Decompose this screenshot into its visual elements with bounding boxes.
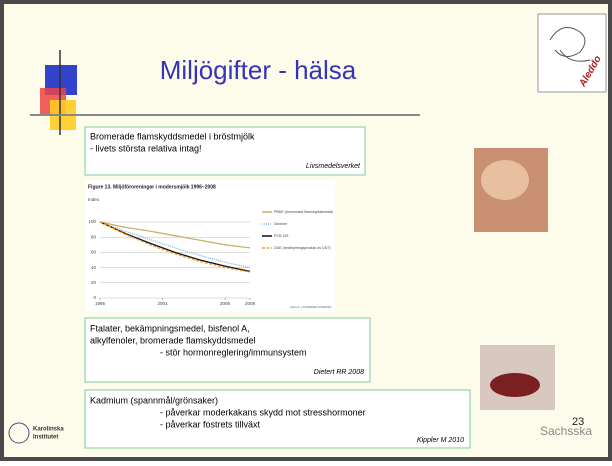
box-line: alkylfenoler, bromerade flamskyddsmedel — [90, 335, 256, 345]
page-number: 23 — [572, 416, 584, 428]
y-tick-label: 40 — [91, 265, 97, 270]
box-line: Ftalater, bekämpningsmedel, bisfenol A, — [90, 323, 250, 333]
x-tick-label: 2006 — [220, 301, 231, 306]
box-source: Dietert RR 2008 — [314, 369, 364, 376]
y-axis-label: Index — [88, 197, 100, 202]
x-tick-label: 2001 — [157, 301, 168, 306]
box-source: Kippler M 2010 — [417, 437, 464, 444]
y-tick-label: 100 — [88, 219, 96, 224]
institution: Institutet — [33, 435, 58, 441]
box-source: Livsmedelsverket — [306, 163, 361, 170]
legend-label: PCB 153 — [274, 234, 288, 238]
hospital: Sachsska — [540, 424, 592, 438]
sketch-logo — [538, 14, 606, 92]
photo-detail — [490, 373, 540, 397]
legend-label: PBDE (bromerade flamskyddsmedel) — [274, 210, 333, 214]
box-line: - stör hormonreglering/immunsystem — [160, 347, 307, 357]
box-line: - livets största relativa intag! — [90, 143, 202, 153]
institution: Karolinska — [33, 427, 64, 433]
x-tick-label: 2008 — [245, 301, 256, 306]
y-tick-label: 80 — [91, 234, 97, 239]
y-tick-label: 60 — [91, 250, 97, 255]
box-line: Bromerade flamskyddsmedel i bröstmjölk — [90, 131, 255, 141]
legend-label: Dioxiner — [274, 222, 288, 226]
x-tick-label: 1996 — [95, 301, 106, 306]
box-line: Kadmium (spannmål/grönsaker) — [90, 395, 218, 405]
chart-title: Figure 13. Miljöföroreningar i modersmjö… — [88, 184, 216, 190]
y-tick-label: 20 — [91, 280, 97, 285]
legend-label: DDE (nedbrytningsprodukt av DDT) — [274, 246, 331, 250]
chart-source: KÄLLA: LIVSMEDELSVERKET — [290, 305, 332, 309]
box-line: - påverkar moderkakans skydd mot stressh… — [160, 407, 366, 417]
slide: Miljögifter - hälsa Aleddo Bromerade fla… — [0, 0, 612, 461]
photo-detail — [481, 160, 529, 200]
box-line: - påverkar fostrets tillväxt — [160, 419, 261, 429]
slide-title: Miljögifter - hälsa — [160, 55, 357, 85]
